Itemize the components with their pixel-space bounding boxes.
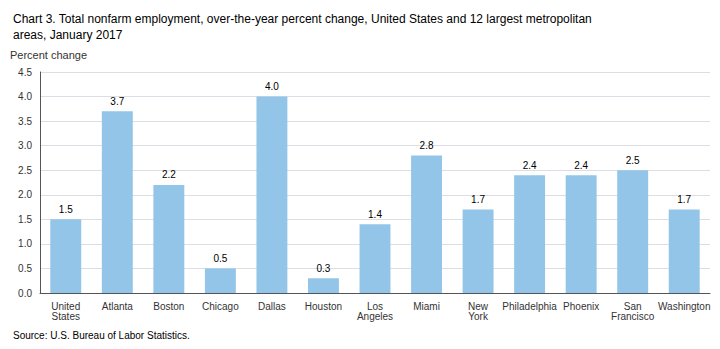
svg-text:0.5: 0.5: [213, 253, 227, 264]
svg-text:0.3: 0.3: [317, 263, 331, 274]
svg-text:2.8: 2.8: [420, 140, 434, 151]
svg-text:1.5: 1.5: [59, 204, 73, 215]
svg-text:New: New: [468, 300, 489, 312]
svg-text:United: United: [51, 300, 81, 312]
svg-text:Miami: Miami: [413, 301, 440, 312]
svg-text:2.4: 2.4: [523, 160, 537, 171]
svg-text:2.4: 2.4: [574, 160, 588, 171]
svg-text:Washington: Washington: [658, 301, 710, 312]
svg-text:3.5: 3.5: [18, 116, 32, 127]
svg-text:2.5: 2.5: [18, 165, 32, 176]
svg-text:Atlanta: Atlanta: [102, 301, 134, 312]
svg-text:Source: U.S. Bureau of Labor S: Source: U.S. Bureau of Labor Statistics.: [13, 330, 190, 341]
svg-text:Chart 3. Total nonfarm employm: Chart 3. Total nonfarm employment, over-…: [13, 12, 592, 26]
svg-text:areas, January 2017: areas, January 2017: [13, 28, 123, 42]
svg-text:1.0: 1.0: [18, 238, 32, 249]
svg-text:Boston: Boston: [153, 301, 184, 312]
svg-text:2.2: 2.2: [162, 169, 176, 180]
svg-text:Percent change: Percent change: [10, 49, 87, 61]
svg-text:4.5: 4.5: [18, 67, 32, 78]
svg-text:3.7: 3.7: [110, 96, 124, 107]
svg-text:0.0: 0.0: [18, 288, 32, 299]
svg-text:1.7: 1.7: [677, 194, 691, 205]
svg-text:Dallas: Dallas: [258, 301, 286, 312]
svg-text:1.4: 1.4: [368, 209, 382, 220]
svg-text:Chicago: Chicago: [202, 301, 239, 312]
svg-text:Phoenix: Phoenix: [563, 301, 599, 312]
svg-text:Angeles: Angeles: [357, 311, 393, 322]
svg-text:2.5: 2.5: [626, 155, 640, 166]
svg-text:1.5: 1.5: [18, 214, 32, 225]
svg-text:Los: Los: [366, 300, 384, 312]
svg-text:York: York: [468, 311, 489, 322]
svg-text:3.0: 3.0: [18, 140, 32, 151]
svg-text:San: San: [623, 300, 642, 312]
svg-text:Houston: Houston: [305, 301, 342, 312]
svg-text:1.7: 1.7: [471, 194, 485, 205]
svg-text:4.0: 4.0: [265, 81, 279, 92]
svg-text:4.0: 4.0: [18, 91, 32, 102]
svg-text:0.5: 0.5: [18, 263, 32, 274]
svg-text:States: States: [52, 311, 80, 322]
svg-text:2.0: 2.0: [18, 189, 32, 200]
svg-text:Philadelphia: Philadelphia: [502, 301, 557, 312]
svg-text:Francisco: Francisco: [611, 311, 655, 322]
